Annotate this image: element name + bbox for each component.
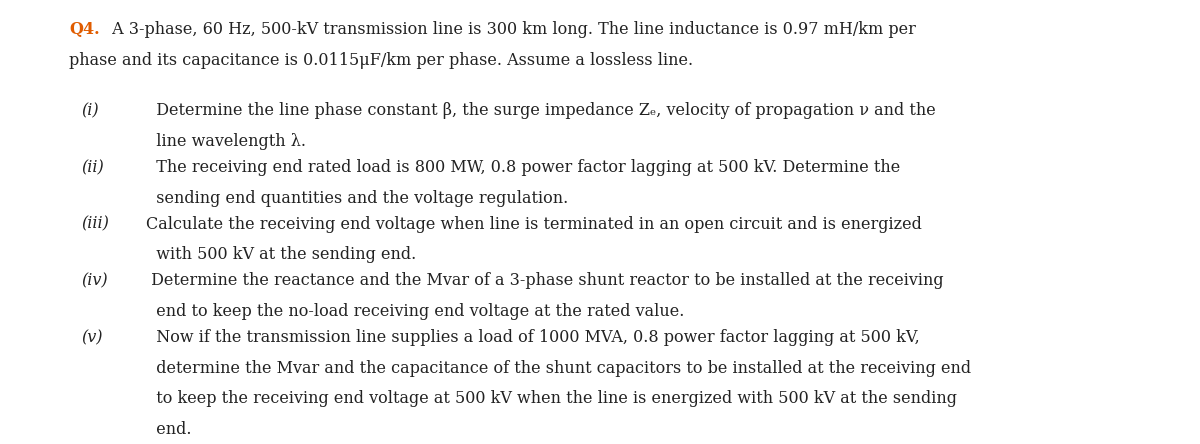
Text: Determine the line phase constant β, the surge impedance Zₑ, velocity of propaga: Determine the line phase constant β, the… (146, 103, 936, 119)
Text: Calculate the receiving end voltage when line is terminated in an open circuit a: Calculate the receiving end voltage when… (146, 216, 923, 233)
Text: with 500 kV at the sending end.: with 500 kV at the sending end. (146, 246, 416, 263)
Text: (iii): (iii) (82, 216, 109, 233)
Text: (i): (i) (82, 103, 98, 119)
Text: determine the Mvar and the capacitance of the shunt capacitors to be installed a: determine the Mvar and the capacitance o… (146, 360, 972, 377)
Text: (ii): (ii) (82, 159, 104, 176)
Text: The receiving end rated load is 800 MW, 0.8 power factor lagging at 500 kV. Dete: The receiving end rated load is 800 MW, … (146, 159, 901, 176)
Text: end.: end. (146, 421, 192, 438)
Text: line wavelength λ.: line wavelength λ. (146, 133, 306, 150)
Text: (iv): (iv) (82, 273, 108, 289)
Text: Now if the transmission line supplies a load of 1000 MVA, 0.8 power factor laggi: Now if the transmission line supplies a … (146, 329, 920, 346)
Text: end to keep the no-load receiving end voltage at the rated value.: end to keep the no-load receiving end vo… (146, 303, 685, 320)
Text: (v): (v) (82, 329, 103, 346)
Text: to keep the receiving end voltage at 500 kV when the line is energized with 500 : to keep the receiving end voltage at 500… (146, 390, 958, 408)
Text: A 3-phase, 60 Hz, 500-kV transmission line is 300 km long. The line inductance i: A 3-phase, 60 Hz, 500-kV transmission li… (107, 21, 916, 38)
Text: phase and its capacitance is 0.0115μF/km per phase. Assume a lossless line.: phase and its capacitance is 0.0115μF/km… (70, 52, 694, 69)
Text: sending end quantities and the voltage regulation.: sending end quantities and the voltage r… (146, 190, 569, 207)
Text: Determine the reactance and the Mvar of a 3-phase shunt reactor to be installed : Determine the reactance and the Mvar of … (146, 273, 944, 289)
Text: Q4.: Q4. (70, 21, 100, 38)
